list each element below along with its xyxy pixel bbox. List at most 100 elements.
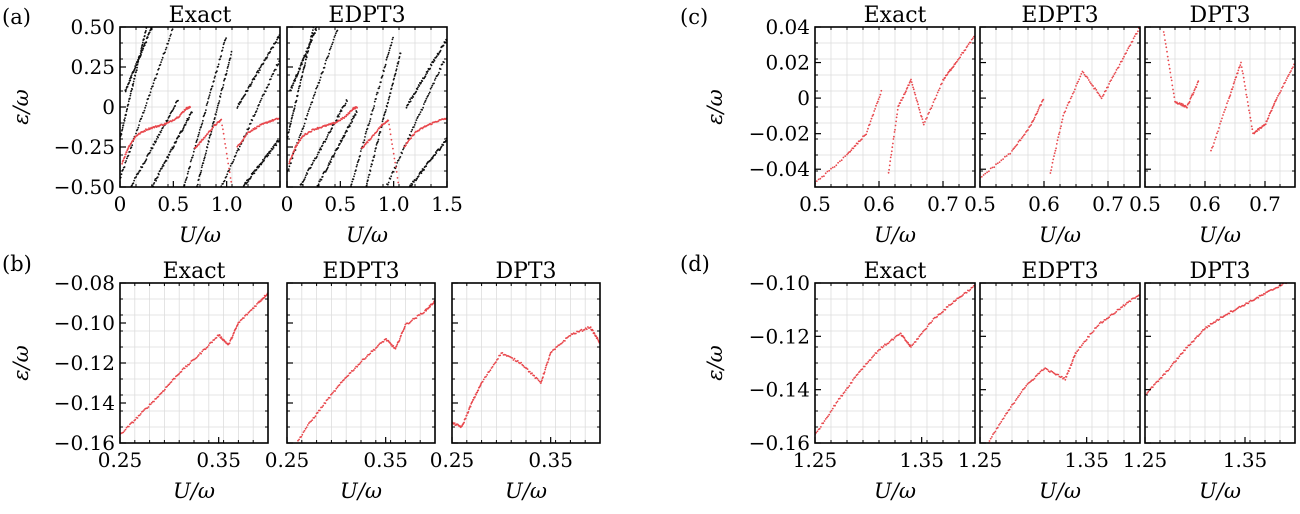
black-band-point — [414, 121, 417, 124]
black-band-point — [238, 145, 241, 148]
red-point — [373, 134, 375, 136]
red-point — [335, 387, 338, 390]
black-band-point — [197, 178, 200, 181]
black-band-point — [159, 63, 162, 66]
red-point — [1001, 418, 1004, 421]
red-point — [925, 327, 928, 330]
black-band-point — [299, 134, 301, 137]
red-point — [1243, 80, 1246, 83]
red-point — [906, 86, 909, 89]
red-point — [578, 330, 581, 333]
black-band-point — [332, 41, 334, 44]
red-point — [543, 371, 546, 374]
red-point — [995, 163, 997, 166]
red-point — [1170, 79, 1173, 82]
red-point — [392, 147, 394, 150]
red-point — [526, 368, 529, 370]
black-band-point — [266, 155, 269, 158]
black-band-point — [351, 120, 354, 123]
red-point — [538, 380, 541, 383]
black-band-point — [305, 58, 307, 61]
red-point — [210, 128, 213, 131]
red-point — [231, 336, 234, 338]
red-point — [539, 382, 542, 384]
red-point — [1208, 325, 1211, 327]
black-band-point — [425, 165, 428, 168]
black-band-point — [425, 97, 428, 100]
black-band-point — [384, 65, 386, 68]
black-band-point — [349, 125, 351, 127]
black-band-point — [261, 95, 264, 97]
red-point — [1009, 152, 1012, 155]
red-point — [893, 337, 896, 339]
red-point — [1292, 279, 1294, 281]
red-point — [1232, 82, 1235, 85]
black-band-point — [182, 127, 185, 130]
black-band-point — [407, 103, 410, 106]
black-band-point — [244, 93, 247, 96]
red-point — [912, 88, 915, 91]
red-point — [1286, 77, 1288, 79]
black-band-point — [214, 75, 217, 78]
red-point — [927, 113, 929, 115]
red-point — [1213, 142, 1215, 144]
red-point — [1000, 420, 1003, 423]
black-band-point — [355, 169, 357, 172]
red-point — [147, 406, 150, 408]
red-point — [926, 325, 929, 328]
y-tick-label: 0.02 — [765, 51, 810, 75]
red-point — [1237, 306, 1240, 309]
black-band-point — [240, 100, 242, 103]
black-band-point — [410, 130, 413, 133]
black-band-point — [401, 152, 403, 155]
black-band-point — [304, 64, 306, 66]
black-band-point — [166, 119, 169, 122]
red-point — [1030, 124, 1033, 126]
black-band-point — [314, 27, 317, 30]
black-band-point — [336, 115, 339, 118]
red-point — [894, 124, 897, 127]
black-band-point — [416, 88, 419, 91]
red-point — [547, 358, 550, 361]
red-point — [1095, 326, 1097, 329]
red-point — [1024, 386, 1026, 389]
black-band-point — [203, 157, 206, 160]
black-band-point — [433, 79, 436, 81]
black-band-point — [247, 128, 250, 131]
red-point — [918, 335, 921, 338]
red-point — [932, 101, 935, 103]
red-point — [1244, 85, 1246, 87]
red-point — [1147, 390, 1150, 393]
red-point — [545, 364, 548, 367]
red-point — [847, 152, 849, 155]
red-point — [490, 367, 493, 369]
red-point — [872, 355, 874, 358]
red-point — [1173, 96, 1176, 98]
black-band-point — [135, 64, 138, 67]
red-point — [1235, 76, 1238, 78]
red-point — [1065, 107, 1068, 109]
y-tick-label: 0.25 — [70, 55, 115, 79]
black-band-point — [311, 162, 314, 164]
red-point — [369, 352, 372, 355]
red-point — [1267, 117, 1270, 119]
red-point — [1053, 372, 1056, 375]
red-point — [463, 421, 465, 424]
black-band-point — [249, 85, 252, 87]
red-point — [222, 128, 224, 131]
red-point — [370, 137, 372, 140]
black-band-point — [138, 124, 140, 126]
red-point — [876, 100, 879, 103]
black-band-point — [375, 98, 377, 100]
black-band-point — [228, 61, 230, 64]
red-point — [1288, 280, 1290, 282]
black-band-point — [413, 126, 415, 128]
red-point — [1084, 340, 1087, 342]
red-point — [571, 333, 574, 336]
black-band-point — [423, 101, 426, 103]
red-point — [225, 147, 227, 149]
x-axis-label: U/ω — [340, 479, 382, 503]
black-band-point — [143, 44, 146, 47]
red-point — [1033, 118, 1035, 120]
black-band-point — [385, 58, 388, 61]
